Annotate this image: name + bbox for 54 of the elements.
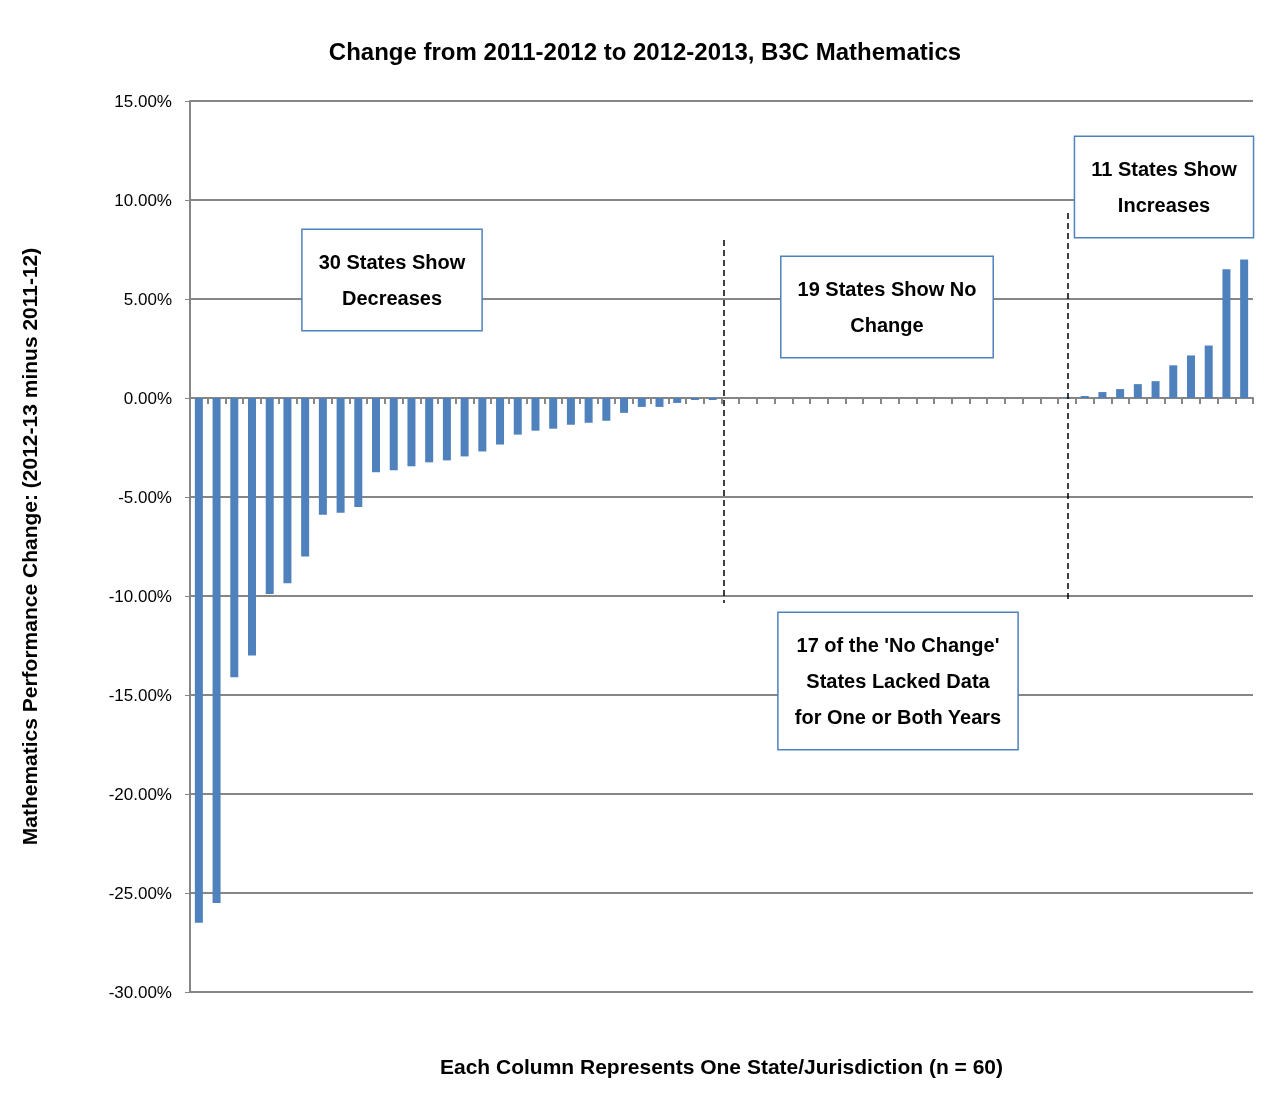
y-tick-label: -15.00% [108,685,172,705]
bar [442,398,451,461]
y-tick-label: -25.00% [108,883,172,903]
bar [354,398,363,507]
y-tick-label: -30.00% [108,982,172,1002]
bar [513,398,522,435]
bar [336,398,345,513]
bar [531,398,540,431]
bar [655,398,664,407]
bar [620,398,629,413]
bar [248,398,257,656]
bar [566,398,575,425]
bar [1151,381,1160,398]
bar [1222,269,1231,398]
bar [301,398,310,557]
annotation: 19 States Show No Change [797,278,977,336]
bar [1186,355,1195,398]
bar [478,398,487,452]
y-tick-label: 10.00% [114,190,172,210]
bar [1133,384,1142,398]
bar [637,398,646,407]
bar [549,398,558,429]
y-axis-title: Mathematics Performance Change: (2012-13 minus 2011-12) [18,247,41,846]
bar [1240,259,1249,398]
x-axis-title: Each Column Represents One State/Jurisdiction (n = 60) [439,1055,1004,1078]
bar [389,398,398,471]
bar [230,398,239,678]
bar [602,398,611,421]
bar [1169,365,1178,398]
bar [1098,392,1107,398]
bar [1116,389,1125,398]
bar [265,398,274,595]
annotation: 11 States Show Increases [1091,158,1238,216]
y-tick-label: 15.00% [114,91,172,111]
bar [584,398,593,423]
bar [407,398,416,467]
bar [372,398,381,473]
bar [318,398,327,515]
y-tick-label: 0.00% [123,388,172,408]
y-tick-label: 5.00% [123,289,172,309]
y-tick-label: -10.00% [108,586,172,606]
bar [460,398,469,457]
bar [673,398,682,403]
bar [1204,345,1213,398]
y-tick-label: -20.00% [108,784,172,804]
bar [496,398,505,445]
annotation: 30 States Show Decreases [318,251,466,309]
annotation: 17 of the 'No Change' States Lacked Data for One or Both Years [794,634,1002,728]
bar [283,398,292,584]
chart-title: Change from 2011-2012 to 2012-2013, B3C Mathematics [328,37,962,65]
bar [212,398,221,903]
bar [194,398,203,923]
y-tick-label: -5.00% [118,487,172,507]
bar [425,398,434,463]
